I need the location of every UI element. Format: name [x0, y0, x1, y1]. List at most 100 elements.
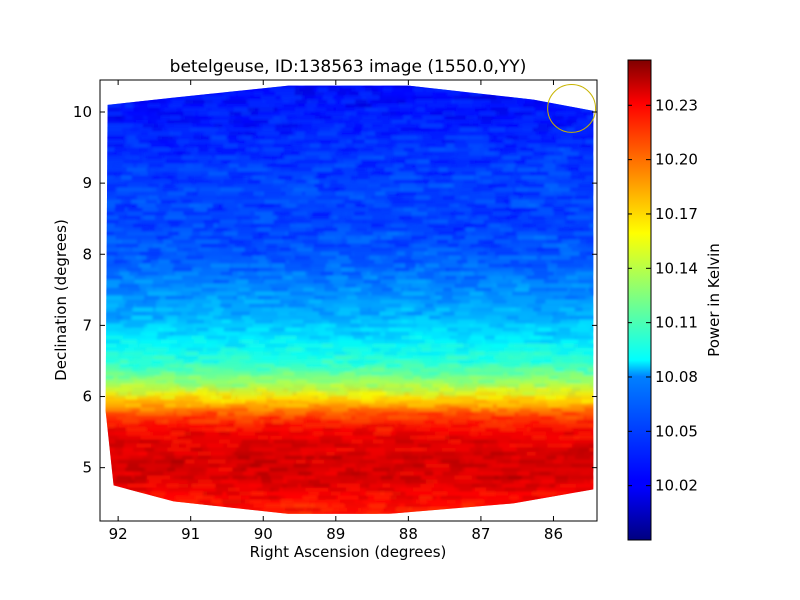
heatmap-cell: [219, 431, 231, 436]
heatmap-cell: [456, 231, 471, 236]
heatmap-cell: [178, 367, 196, 372]
heatmap-cell: [237, 395, 266, 400]
heatmap-cell: [231, 391, 254, 396]
heatmap-cell: [251, 311, 278, 316]
heatmap-cell: [469, 299, 482, 304]
heatmap-cell: [124, 347, 134, 352]
heatmap-cell: [105, 227, 124, 232]
heatmap-cell: [169, 255, 199, 260]
heatmap-cell: [244, 299, 265, 304]
heatmap-cell: [313, 327, 326, 332]
heatmap-cell: [558, 327, 571, 332]
heatmap-cell: [463, 85, 480, 88]
heatmap-cell: [553, 255, 582, 260]
heatmap-cell: [250, 463, 262, 468]
heatmap-cell: [282, 85, 299, 88]
heatmap-cell: [186, 347, 204, 352]
heatmap-cell: [447, 131, 473, 136]
heatmap-cell: [379, 95, 407, 100]
heatmap-cell: [318, 85, 336, 88]
heatmap-cell: [236, 215, 252, 220]
heatmap-cell: [232, 247, 254, 252]
heatmap-cell: [579, 87, 594, 92]
heatmap-cell: [452, 419, 475, 424]
heatmap-cell: [274, 127, 292, 132]
heatmap-cell: [114, 479, 135, 484]
heatmap-cell: [487, 131, 504, 136]
heatmap-cell: [427, 415, 445, 420]
heatmap-cell: [125, 331, 146, 336]
heatmap-cell: [363, 85, 373, 88]
heatmap-cell: [270, 435, 283, 440]
heatmap-cell: [295, 331, 318, 336]
heatmap-cell: [445, 263, 459, 268]
heatmap-cell: [257, 227, 271, 232]
heatmap-cell: [418, 411, 439, 416]
heatmap-cell: [396, 191, 417, 196]
heatmap-cell: [477, 123, 492, 128]
heatmap-cell: [336, 447, 355, 452]
heatmap-cell: [529, 335, 541, 340]
heatmap-cell: [588, 423, 594, 428]
heatmap-cell: [455, 107, 485, 112]
heatmap-cell: [560, 231, 573, 236]
heatmap-cell: [220, 159, 232, 164]
heatmap-cell: [359, 147, 375, 152]
heatmap-cell: [243, 427, 263, 432]
heatmap-cell: [554, 507, 568, 512]
heatmap-cell: [265, 371, 278, 376]
heatmap-cell: [517, 395, 546, 400]
heatmap-cell: [543, 203, 553, 208]
heatmap-cell: [550, 407, 561, 412]
heatmap-cell: [435, 99, 455, 104]
heatmap-cell: [250, 115, 280, 120]
heatmap-cell: [468, 143, 496, 148]
heatmap-cell: [219, 463, 243, 468]
heatmap-cell: [517, 283, 530, 288]
heatmap-cell: [347, 279, 366, 284]
heatmap-cell: [386, 219, 401, 224]
heatmap-cell: [375, 135, 397, 140]
heatmap-cell: [185, 443, 201, 448]
heatmap-cell: [311, 447, 338, 452]
heatmap-cell: [141, 355, 163, 360]
heatmap-cell: [333, 303, 359, 308]
heatmap-cell: [523, 379, 542, 384]
heatmap-cell: [522, 331, 539, 336]
heatmap-cell: [568, 471, 589, 476]
heatmap-cell: [511, 239, 521, 244]
heatmap-cell: [526, 187, 553, 192]
heatmap-cell: [193, 323, 210, 328]
heatmap-cell: [317, 387, 344, 392]
heatmap-cell: [581, 395, 594, 400]
heatmap-cell: [281, 203, 299, 208]
heatmap-cell: [261, 443, 272, 448]
heatmap-cell: [383, 355, 400, 360]
heatmap-cell: [564, 303, 578, 308]
heatmap-cell: [105, 199, 125, 204]
heatmap-cell: [505, 379, 520, 384]
heatmap-cell: [305, 411, 335, 416]
heatmap-cell: [559, 307, 577, 312]
heatmap-cell: [438, 363, 460, 368]
heatmap-cell: [284, 411, 306, 416]
heatmap-cell: [442, 447, 456, 452]
heatmap-cell: [271, 267, 282, 272]
heatmap-cell: [223, 179, 245, 184]
heatmap-cell: [559, 435, 580, 440]
heatmap-cell: [139, 343, 152, 348]
heatmap-cell: [395, 435, 418, 440]
heatmap-cell: [271, 351, 280, 356]
heatmap-cell: [457, 395, 473, 400]
heatmap-cell: [391, 91, 405, 96]
heatmap-cell: [446, 179, 455, 184]
heatmap-cell: [175, 123, 197, 128]
heatmap-cell: [219, 419, 243, 424]
heatmap-cell: [235, 243, 251, 248]
heatmap-cell: [367, 323, 397, 328]
heatmap-cell: [157, 207, 170, 212]
heatmap-cell: [406, 311, 427, 316]
heatmap-cell: [260, 407, 276, 412]
heatmap-cell: [401, 419, 426, 424]
heatmap-cell: [298, 343, 324, 348]
